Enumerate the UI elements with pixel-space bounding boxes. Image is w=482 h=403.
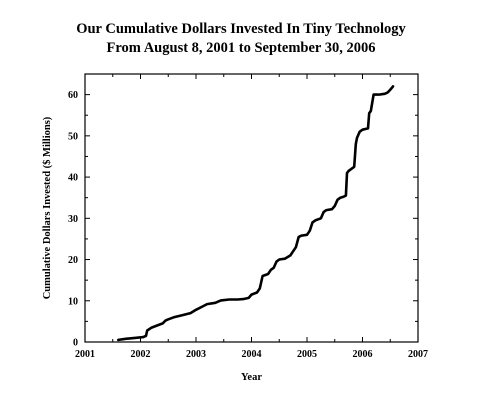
y-tick-label: 10 [68, 296, 78, 307]
x-tick-label: 2003 [186, 349, 206, 360]
x-tick-label: 2006 [353, 349, 373, 360]
y-tick-label: 50 [68, 131, 78, 142]
y-tick-label: 0 [73, 338, 78, 349]
y-tick-label: 20 [68, 255, 78, 266]
x-tick-label: 2004 [242, 349, 262, 360]
series-group [117, 85, 395, 342]
x-tick-label: 2005 [297, 349, 317, 360]
x-axis-title: Year [241, 372, 262, 383]
chart-title-line-2: From August 8, 2001 to September 30, 200… [106, 40, 376, 56]
y-tick-label: 30 [68, 214, 78, 225]
x-tick-label: 2002 [131, 349, 151, 360]
chart-title-line-1: Our Cumulative Dollars Invested In Tiny … [76, 21, 406, 37]
y-tick-label: 40 [68, 173, 78, 184]
y-axis-title: Cumulative Dollars Invested ($ Millions) [42, 116, 53, 299]
ticks: 2001 2002 2003 2004 2005 2006 2007 0 10 20 30 40 50 6… [68, 73, 428, 360]
y-tick-label: 60 [68, 90, 78, 101]
x-tick-label: 2007 [408, 349, 428, 360]
chart-title: Our Cumulative Dollars Invested In Tiny … [0, 20, 482, 58]
x-tick-label: 2001 [75, 349, 95, 360]
series-line [117, 85, 395, 342]
